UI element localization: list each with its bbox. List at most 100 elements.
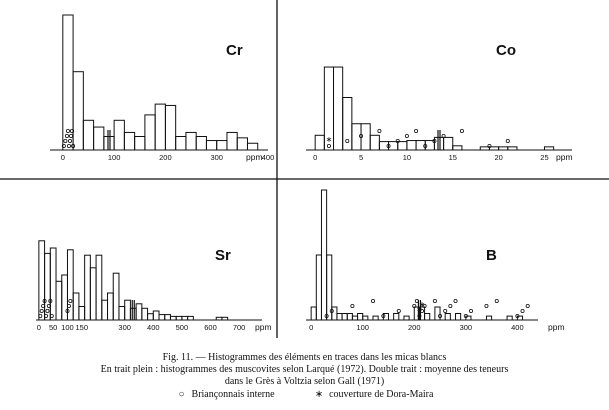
brianconnais-point: [453, 298, 458, 303]
brianconnais-point: [63, 138, 68, 143]
brianconnais-point: [381, 313, 386, 318]
brianconnais-point: [324, 313, 329, 318]
brianconnais-point: [41, 303, 46, 308]
histogram-bar: [195, 136, 207, 151]
histogram-bar: [357, 313, 364, 321]
panel-co: ∗ 0 5 10 15 20 25 ppm Co: [306, 42, 573, 162]
histogram-bar: [61, 274, 68, 321]
x-tick-label: 20: [494, 153, 502, 162]
dora-maira-point: ∗: [416, 305, 423, 314]
brianconnais-point: [414, 298, 419, 303]
brianconnais-point: [42, 298, 47, 303]
x-tick-label: 100: [108, 153, 121, 162]
histogram-bar: [152, 310, 160, 321]
histogram-bar: [187, 315, 194, 321]
histogram-bar: [118, 306, 126, 321]
brianconnais-point: [448, 303, 453, 308]
histogram-bar: [84, 254, 91, 321]
brianconnais-point: [371, 298, 376, 303]
unit-label: ppm: [556, 152, 573, 162]
x-tick-label: 5: [359, 153, 363, 162]
histogram-bar: [443, 136, 454, 151]
histogram-bar: [216, 140, 228, 151]
brianconnais-point: [70, 128, 75, 133]
x-tick-label: 0: [309, 323, 313, 332]
histogram-bar: [135, 303, 143, 321]
histogram-bar: [362, 315, 369, 321]
brianconnais-point: [45, 308, 50, 313]
brianconnais-point: [44, 313, 49, 318]
histogram-bar: [185, 131, 197, 151]
histogram-bar: [320, 189, 328, 321]
brianconnais-point: [345, 138, 350, 143]
brianconnais-point: [494, 298, 499, 303]
brianconnais-point: [414, 128, 419, 133]
histogram-bar: [444, 313, 451, 321]
brianconnais-point: [423, 143, 428, 148]
dora-maira-point: ∗: [326, 135, 333, 144]
histogram-bar: [452, 145, 463, 151]
x-tick-label: 200: [408, 323, 421, 332]
histogram-bar: [49, 247, 57, 321]
element-label: Sr: [215, 247, 231, 264]
histogram-bar: [236, 137, 248, 151]
figure-caption-title: Fig. 11. — Histogrammes des éléments en …: [162, 352, 447, 363]
histogram-bar: [434, 306, 441, 321]
brianconnais-point: [48, 298, 53, 303]
histogram-bar: [382, 313, 389, 321]
histogram-bar: [455, 313, 462, 321]
x-tick-label: 0: [313, 153, 317, 162]
histogram-bar: [89, 267, 97, 321]
unit-label: ppm: [548, 322, 565, 332]
brianconnais-point: [69, 133, 74, 138]
histogram-bar: [147, 313, 154, 321]
x-tick-label: 10: [403, 153, 411, 162]
brianconnais-point: [422, 303, 427, 308]
histogram-bar: [406, 140, 417, 151]
x-tick-label: 50: [49, 323, 57, 332]
histogram-bar: [141, 307, 149, 321]
brianconnais-point: [412, 303, 417, 308]
brianconnais-point: [505, 138, 510, 143]
histogram-bar: [154, 103, 166, 151]
histogram-bar: [144, 114, 156, 151]
histogram-bar: [112, 272, 120, 321]
element-label: Co: [496, 42, 516, 59]
brianconnais-point: [61, 143, 66, 148]
x-tick-label: 15: [449, 153, 457, 162]
x-tick-label: 700: [233, 323, 246, 332]
histogram-bar: [346, 313, 353, 321]
brianconnais-point: [459, 128, 464, 133]
brianconnais-point: [329, 308, 334, 313]
histogram-bar: [175, 136, 187, 151]
histogram-bar: [103, 136, 115, 151]
brianconnais-point: [396, 308, 401, 313]
histogram-bar: [433, 136, 445, 151]
histogram-bar: [158, 314, 166, 321]
histogram-bar: [221, 316, 229, 321]
histogram-bar: [123, 131, 136, 151]
brianconnais-point: [350, 303, 355, 308]
brianconnais-point: [49, 313, 54, 318]
histogram-bar: [326, 254, 333, 321]
x-tick-label: 300: [118, 323, 131, 332]
x-tick-label: 400: [147, 323, 160, 332]
histogram-bar: [55, 280, 63, 321]
x-tick-label: 300: [210, 153, 223, 162]
histogram-bar: [397, 141, 408, 151]
histogram-bar: [393, 313, 400, 321]
histogram-bar: [507, 146, 518, 151]
brianconnais-point: [487, 143, 492, 148]
histogram-bar: [129, 307, 137, 321]
brianconnais-point: [515, 313, 520, 318]
circle-marker-icon: ○: [178, 389, 185, 400]
brianconnais-point: [359, 133, 364, 138]
x-tick-label: 200: [159, 153, 172, 162]
histogram-bar: [93, 126, 105, 151]
histogram-bar: [95, 254, 103, 321]
histogram-bar: [331, 306, 338, 321]
x-tick-label: 0: [37, 323, 41, 332]
histogram-bar: [342, 97, 353, 151]
figure-caption-line3: dans le Grès à Voltzia selon Gall (1971): [224, 376, 385, 387]
unit-label: ppm: [246, 152, 263, 162]
